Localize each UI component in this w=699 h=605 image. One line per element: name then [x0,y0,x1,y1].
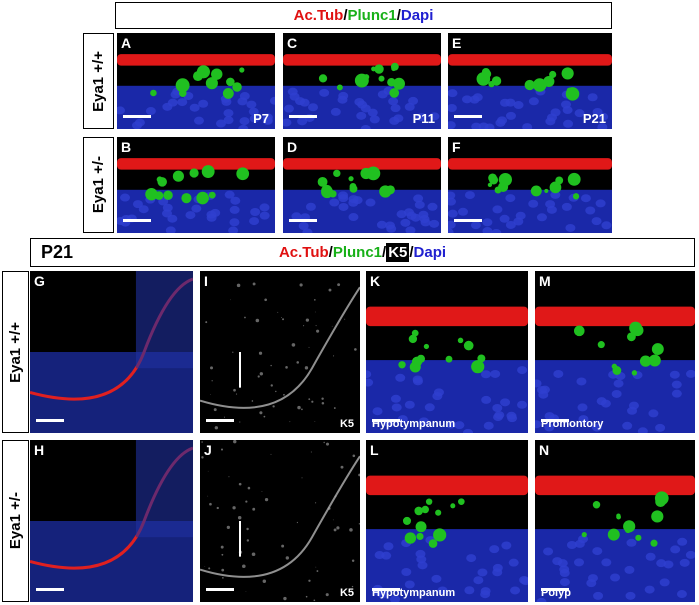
micrograph [535,475,695,602]
image-panel: I K5 [200,271,360,433]
micrograph [30,440,193,602]
image-panel: K Hypotympanum [366,271,528,433]
panel-letter: H [34,442,45,458]
row-label-text: Eya1 +/- [90,156,107,214]
row-label: Eya1 +/- [2,440,29,602]
micrograph [117,54,275,129]
panel-letter: B [121,139,132,155]
row-label-text: Eya1 +/+ [7,321,24,383]
stain-label: K5 [386,243,410,262]
panel-letter: C [287,35,298,51]
micrograph [366,475,528,602]
panel-letter: L [370,442,379,458]
micrograph [200,280,360,430]
stain-label: Dapi [400,7,434,24]
image-panel: J K5 [200,440,360,602]
stain-label: / [343,7,348,24]
stage-label: P11 [412,111,435,126]
stain-label: Ac.Tub [278,244,329,261]
stain-label: Dapi [413,244,447,261]
image-panel: F [448,137,612,233]
image-panel: C P11 [283,33,441,129]
panel-letter: D [287,139,298,155]
micrograph [366,306,528,433]
stage-label: P7 [253,111,269,126]
image-panel: G [30,271,193,433]
stain-label: / [396,7,401,24]
micrograph [117,158,275,233]
stain-header: Ac.Tub / Plunc1/K5/Dapi P21 [30,238,695,267]
panel-caption: Promontory [541,418,604,430]
panel-letter: K [370,273,381,289]
stain-header: Ac.Tub / Plunc1/Dapi [115,2,612,29]
micrograph [283,54,441,129]
stain-label: / [382,244,387,261]
row-label: Eya1 +/- [83,137,114,233]
stain-labels: Ac.Tub / Plunc1/K5/Dapi [279,243,446,262]
stain-labels: Ac.Tub / Plunc1/Dapi [294,7,434,24]
micrograph [535,306,695,433]
panel-caption: Polyp [541,587,571,599]
section-label: P21 [41,242,74,262]
panel-letter: J [204,442,212,458]
micrograph [448,54,612,129]
micrograph [30,271,193,433]
image-panel: E P21 [448,33,612,129]
panel-caption: K5 [339,587,354,599]
image-panel: A P7 [117,33,275,129]
image-panel: M Promontory [535,271,695,433]
panel-caption: Hypotympanum [372,587,456,599]
panel-letter: E [452,35,462,51]
row-label-text: Eya1 +/+ [90,50,107,112]
micrograph [200,440,360,602]
panel-caption: K5 [339,418,354,430]
row-label: Eya1 +/+ [83,33,114,129]
panel-letter: I [204,273,208,289]
panel-letter: M [539,273,551,289]
micrograph [283,158,441,233]
stain-label: Plunc1 [347,7,397,24]
row-label: Eya1 +/+ [2,271,29,433]
image-panel: B [117,137,275,233]
stain-label: / [409,244,414,261]
panel-letter: A [121,35,132,51]
stain-label: Plunc1 [332,244,383,261]
stain-label: / [328,244,333,261]
panel-letter: F [452,139,461,155]
row-label-text: Eya1 +/- [7,492,24,550]
image-panel: L Hypotympanum [366,440,528,602]
panel-caption: Hypotympanum [372,418,456,430]
stage-label: P21 [582,111,606,126]
image-panel: N Polyp [535,440,695,602]
panel-letter: N [539,442,550,458]
panel-letter: G [34,273,45,289]
image-panel: D [283,137,441,233]
image-panel: H [30,440,193,602]
stain-label: Ac.Tub [293,7,344,24]
micrograph [448,158,612,233]
